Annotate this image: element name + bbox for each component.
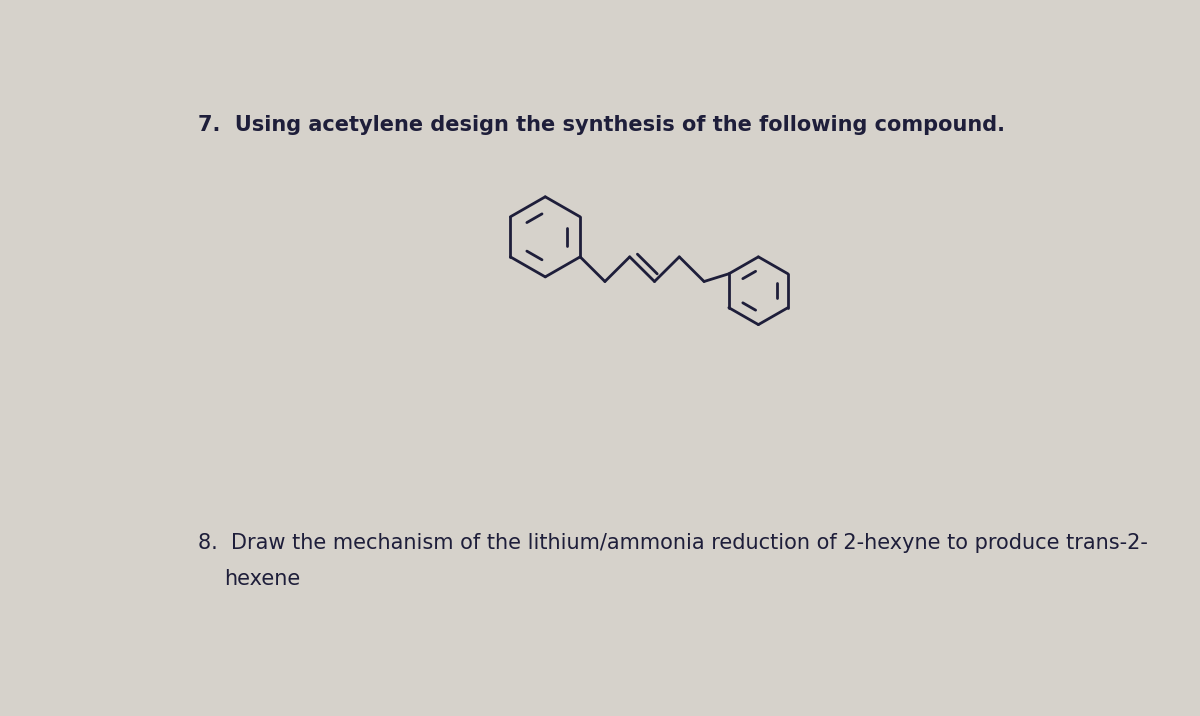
Text: 7.  Using acetylene design the synthesis of the following compound.: 7. Using acetylene design the synthesis … — [198, 115, 1006, 135]
Text: 8.  Draw the mechanism of the lithium/ammonia reduction of 2-hexyne to produce t: 8. Draw the mechanism of the lithium/amm… — [198, 533, 1148, 553]
Text: hexene: hexene — [224, 569, 301, 589]
